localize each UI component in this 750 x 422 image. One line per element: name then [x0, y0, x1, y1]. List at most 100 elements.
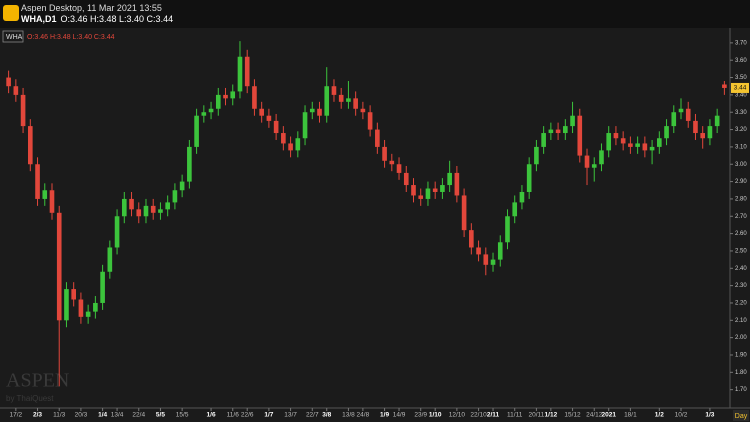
- candle-body: [649, 146, 655, 151]
- y-tick-label: 3.70: [735, 40, 747, 46]
- candle-body: [331, 86, 337, 95]
- timeframe: Day: [735, 413, 748, 420]
- legend-symbol: WHA: [6, 34, 23, 41]
- candle-body: [281, 133, 286, 144]
- last-price: 3.44: [734, 85, 747, 92]
- plot-area: [0, 28, 730, 408]
- x-tick-label: 13/8: [342, 412, 355, 419]
- candle-body: [440, 185, 445, 192]
- candle-body: [411, 185, 416, 196]
- ohlc: O:3.46 H:3.48 L:3.40 C:3.44: [60, 14, 174, 24]
- candle-body: [664, 126, 669, 139]
- y-tick-label: 2.60: [735, 231, 747, 237]
- candle-body: [302, 112, 308, 139]
- candle-body: [657, 138, 662, 147]
- candle-body: [143, 205, 149, 217]
- x-tick-label: 18/1: [624, 412, 637, 419]
- candle-body: [591, 164, 597, 168]
- legend-box: [2, 30, 24, 43]
- candle-body: [346, 98, 351, 102]
- x-tick-label: 11/6: [227, 412, 240, 419]
- candle-body: [483, 254, 489, 265]
- candle-body: [78, 299, 84, 317]
- x-tick-label: 1/3: [705, 412, 714, 419]
- candle-body: [722, 84, 727, 88]
- candle-body: [476, 247, 481, 255]
- y-tick-label: 3.00: [735, 162, 747, 168]
- candle-body: [599, 150, 604, 165]
- x-tick-label: 24/12: [586, 412, 603, 419]
- y-tick-label: 3.60: [735, 58, 747, 64]
- candle-body: [425, 188, 431, 199]
- x-tick-label: 1/6: [207, 412, 216, 419]
- candle-body: [555, 129, 561, 134]
- candle-body: [114, 216, 120, 248]
- candle-body: [577, 115, 583, 156]
- candle-body: [13, 86, 19, 95]
- candle-body: [259, 108, 264, 116]
- y-tick-label: 2.80: [735, 197, 747, 203]
- y-tick-label: 2.20: [735, 301, 747, 307]
- x-tick-label: 10/2: [675, 412, 688, 419]
- candle-body: [230, 91, 236, 99]
- x-tick-label: 3/8: [322, 412, 331, 419]
- x-tick-label: 14/9: [393, 412, 406, 419]
- watermark-name: ASPEN: [6, 370, 69, 392]
- candle-body: [179, 181, 185, 191]
- candle-body: [389, 160, 395, 165]
- y-tick-label: 2.00: [735, 335, 747, 341]
- candle-body: [548, 129, 554, 134]
- x-tick-label: 20/3: [75, 412, 88, 419]
- candle-body: [526, 164, 532, 192]
- x-tick-label: 1/7: [264, 412, 273, 419]
- candle-body: [244, 56, 250, 87]
- candle-body: [20, 94, 26, 127]
- candle-body: [172, 190, 178, 203]
- candle-body: [461, 195, 467, 231]
- y-tick-label: 1.90: [735, 353, 747, 359]
- candle-body: [714, 115, 720, 127]
- app-logo: [3, 5, 19, 21]
- candle-body: [158, 209, 163, 213]
- candle-body: [215, 94, 221, 109]
- y-tick-label: 3.50: [735, 75, 747, 81]
- candle-body: [490, 259, 496, 265]
- candle-body: [165, 202, 170, 210]
- x-tick-label: 1/4: [98, 412, 107, 419]
- x-tick-label: 22/4: [132, 412, 145, 419]
- candle-body: [360, 108, 366, 113]
- x-tick-label: 11/3: [53, 412, 66, 419]
- y-tick-label: 3.40: [735, 92, 747, 98]
- symbol-info: WHA,D1 O:3.46 H:3.48 L:3.40 C:3.44: [21, 14, 173, 24]
- candle-body: [613, 133, 619, 139]
- x-tick-label: 22/6: [241, 412, 254, 419]
- y-tick-label: 2.30: [735, 283, 747, 289]
- x-tick-label: 24/8: [357, 412, 370, 419]
- candle-body: [519, 191, 525, 203]
- candle-body: [42, 190, 48, 199]
- candle-body: [201, 112, 207, 116]
- candle-body: [447, 172, 452, 186]
- y-tick-label: 2.50: [735, 249, 747, 255]
- candle-body: [375, 129, 380, 147]
- candle-body: [628, 143, 633, 147]
- candle-body: [71, 289, 76, 300]
- candle-body: [56, 212, 62, 321]
- candle-body: [678, 108, 684, 113]
- x-tick-label: 1/9: [380, 412, 389, 419]
- candle-body: [85, 311, 91, 317]
- candle-body: [295, 138, 301, 151]
- y-tick-label: 3.10: [735, 144, 747, 150]
- x-tick-label: 1/10: [429, 412, 442, 419]
- y-tick-label: 1.80: [735, 370, 747, 376]
- y-tick-label: 2.90: [735, 179, 747, 185]
- candle-body: [469, 230, 474, 248]
- candle-body: [367, 112, 373, 130]
- candle-body: [635, 143, 640, 147]
- candle-body: [64, 289, 69, 321]
- x-tick-label: 23/9: [414, 412, 427, 419]
- app-title: Aspen Desktop, 11 Mar 2021 13:55: [21, 3, 162, 13]
- candle-body: [454, 172, 460, 196]
- symbol: WHA,D1: [21, 14, 57, 24]
